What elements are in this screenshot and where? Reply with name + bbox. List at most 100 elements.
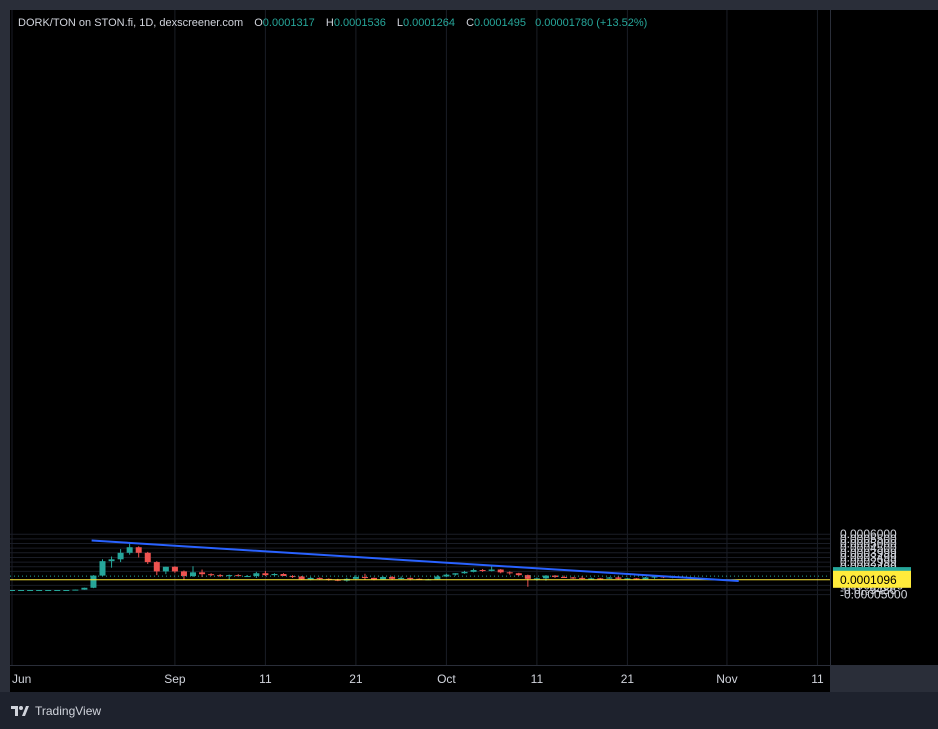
candle-body [54, 590, 61, 591]
candle-body [352, 576, 359, 579]
low-label: L [396, 17, 403, 29]
time-tick-label: 11 [531, 672, 544, 686]
time-tick-label: 21 [621, 672, 635, 686]
candle-body [171, 566, 178, 572]
price-tick-label: 0.0003499 [840, 550, 897, 564]
change-value: 0.00001780 (+13.52%) [535, 17, 648, 29]
candle-body [615, 577, 622, 579]
candle-body [606, 577, 613, 579]
candle-body [153, 562, 160, 572]
candle-body [361, 576, 368, 578]
candle-body [597, 578, 604, 580]
time-tick-label: Oct [437, 672, 456, 686]
candle-body [10, 590, 15, 591]
candle-body [144, 552, 151, 563]
tradingview-logo-icon [11, 706, 29, 716]
candle-body [488, 569, 495, 571]
open-value: 0.0001317 [262, 17, 315, 29]
time-axis[interactable]: Jun Sep 11 21 Oct 11 21 Nov 11 [10, 665, 830, 693]
candle-body [434, 576, 441, 580]
price-tick-label: 0.0005500 [840, 532, 897, 546]
candle-body [624, 578, 631, 580]
candle-body [253, 573, 260, 577]
price-tick-label: 0.0006000 [840, 527, 897, 541]
plot-area[interactable] [10, 10, 831, 692]
trendline[interactable] [91, 539, 739, 582]
price-tick-label: 0.0003999 [840, 546, 897, 560]
ohlc-legend: DORK/TON on STON.fi, 1D, dexscreener.com… [18, 17, 647, 29]
candle-body [307, 577, 314, 580]
close-value: 0.0001495 [474, 17, 527, 29]
candle-body [389, 576, 396, 579]
candle-body [371, 577, 377, 580]
candle-body [190, 572, 196, 577]
candle-body [642, 577, 649, 580]
candle-body [407, 577, 414, 579]
tradingview-logo[interactable]: TradingView [10, 704, 101, 718]
high-value: 0.0001536 [333, 17, 386, 29]
candle-body [63, 590, 70, 591]
time-tick-label: 21 [349, 672, 363, 686]
low-value: 0.0001264 [403, 17, 455, 29]
candle-body [579, 577, 586, 579]
time-tick-label: Nov [716, 672, 737, 686]
candle-body [633, 578, 640, 580]
candle-body [280, 574, 287, 577]
candle-body [45, 590, 52, 591]
time-axis-svg: Jun Sep 11 21 Oct 11 21 Nov 11 [12, 672, 824, 686]
candle-body [217, 575, 224, 577]
candle-body [262, 573, 269, 576]
candle-body [108, 559, 115, 562]
hline-price-label: 0.0001096 [840, 573, 897, 587]
candle-body [135, 547, 142, 553]
candle-body [651, 576, 658, 578]
candle-body [208, 574, 215, 576]
candle-body [298, 576, 305, 580]
candle-body [117, 552, 124, 560]
candle-body [81, 587, 88, 590]
candle-body [506, 572, 513, 574]
candle-body [180, 571, 187, 577]
candle-body [561, 576, 568, 578]
close-label: C [466, 17, 475, 29]
candle-body [244, 576, 251, 578]
candle-body [588, 578, 595, 580]
candle-body [452, 573, 459, 575]
price-axis-svg: 0.00060000.00055000.00050000.00045000.00… [833, 527, 911, 602]
price-tick-label: 0.0004500 [840, 541, 897, 555]
price-tick-label: 0.0002999 [840, 555, 897, 569]
candle-body [570, 577, 577, 579]
hline-price-badge [833, 570, 911, 588]
candle-body [479, 570, 486, 572]
candle-body [27, 590, 34, 591]
time-tick-label: Jun [12, 672, 31, 686]
symbol-info: DORK/TON on STON.fi, 1D, dexscreener.com [18, 17, 244, 29]
candle-body [99, 561, 106, 576]
tradingview-brand: TradingView [35, 704, 102, 718]
candle-body [533, 578, 540, 580]
candle-body [497, 569, 504, 573]
price-tick-label: -0.00005000 [840, 588, 908, 602]
candle-body [380, 576, 387, 580]
candle-body [461, 571, 468, 574]
price-axis[interactable]: 0.0006000 0.0005500 0.0005000 0.0004500 0.00… [831, 10, 938, 665]
candle-body [470, 570, 477, 572]
candle-body [90, 575, 97, 588]
candle-body [542, 575, 549, 579]
candle-body [316, 577, 323, 579]
candle-body [72, 589, 79, 591]
candle-body [443, 574, 450, 577]
open-label: O [254, 17, 263, 29]
candle-body [271, 574, 278, 576]
candle-body [36, 590, 43, 591]
candle-body [515, 573, 522, 576]
time-tick-label: Sep [164, 672, 186, 686]
time-tick-label: 11 [811, 672, 824, 686]
candle-body [524, 575, 531, 579]
candle-body [199, 572, 206, 575]
high-label: H [325, 17, 334, 29]
footer-bar [0, 692, 938, 729]
candle-body [398, 577, 405, 579]
candlestick-chart [10, 10, 830, 665]
